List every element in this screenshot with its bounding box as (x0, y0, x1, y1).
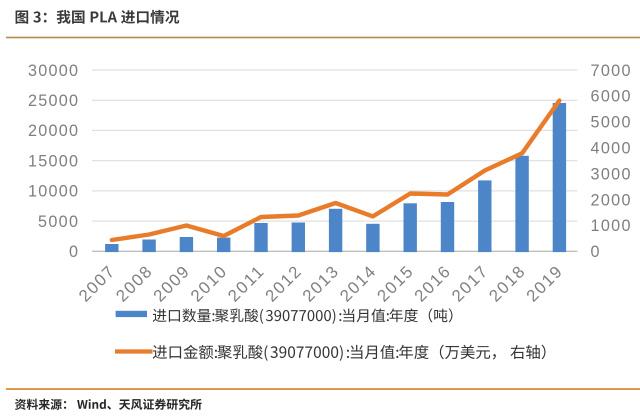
svg-text:0: 0 (69, 243, 78, 261)
svg-text:5000: 5000 (591, 114, 631, 132)
svg-text:3000: 3000 (591, 165, 631, 183)
svg-text:4000: 4000 (591, 140, 631, 158)
svg-text:15000: 15000 (28, 153, 78, 171)
svg-text:2000: 2000 (591, 191, 631, 209)
svg-text:10000: 10000 (28, 183, 78, 201)
svg-text:1000: 1000 (591, 217, 631, 235)
svg-text:5000: 5000 (38, 213, 78, 231)
svg-text:30000: 30000 (28, 62, 78, 80)
svg-text:7000: 7000 (591, 62, 631, 80)
svg-text:6000: 6000 (591, 88, 631, 106)
svg-text:0: 0 (591, 243, 600, 261)
svg-text:20000: 20000 (28, 122, 78, 140)
svg-text:25000: 25000 (28, 92, 78, 110)
